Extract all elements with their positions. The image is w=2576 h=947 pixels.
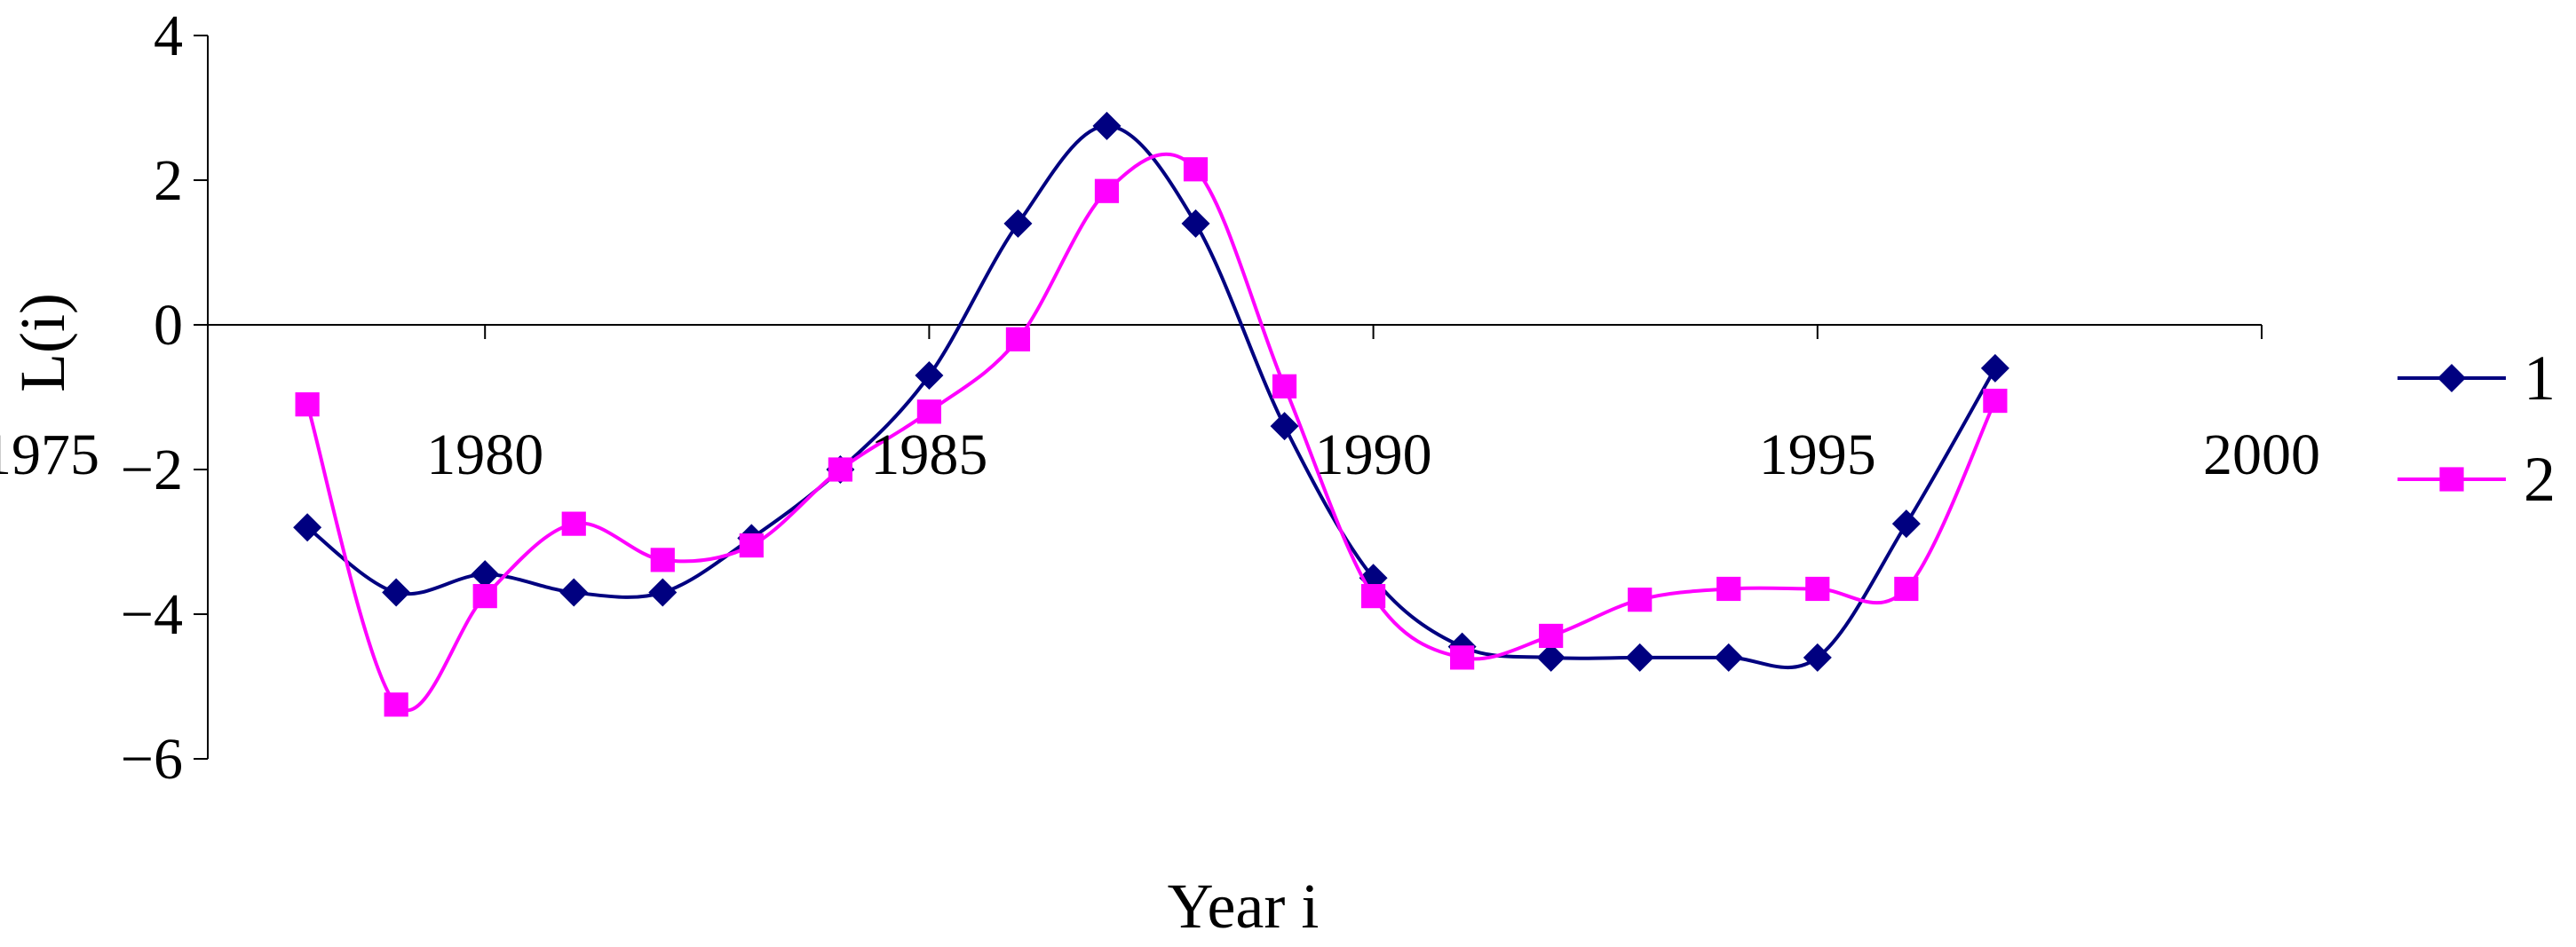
data-point [1272,374,1297,399]
data-point [1539,623,1564,649]
data-point [384,692,408,717]
data-point [1803,643,1832,672]
legend-marker [2437,364,2466,392]
data-point [1628,588,1653,612]
data-point [1980,353,2009,383]
x-tick-label: 1995 [1759,422,1876,487]
data-point [1092,111,1122,140]
legend-item: 2 [2398,444,2556,515]
data-point [382,578,411,607]
x-tick-label: 1990 [1315,422,1432,487]
data-point [650,548,675,572]
x-tick-label: 1985 [870,422,987,487]
y-tick-label: 4 [154,4,183,68]
axes [194,35,2263,760]
series-line [305,152,1997,713]
data-point [648,578,678,607]
data-point [1005,327,1031,351]
y-tick-label: −2 [121,438,183,502]
x-tick-label: 1980 [426,422,543,487]
data-point [559,578,589,607]
data-point [293,513,322,542]
data-point [1983,388,2008,414]
series-2 [295,152,2008,717]
y-tick-label: −6 [121,727,183,792]
tick-labels: −6 −4 −2 0 2 4 1975 1980 1985 1990 1995 2000 [0,4,2320,792]
y-tick-label: −4 [121,582,183,647]
legend-item: 1 [2398,343,2556,414]
data-point [1450,645,1475,670]
legend-label: 1 [2524,343,2556,414]
data-point [1094,178,1120,203]
data-point [915,361,944,391]
data-point [1625,643,1654,672]
data-point [1894,576,1919,602]
data-point [295,392,320,417]
legend-marker [2439,467,2464,492]
data-point [561,511,586,536]
data-point [1716,576,1741,602]
x-tick-label: 1975 [0,422,99,487]
legend: 12 [2398,343,2556,515]
x-tick-label: 2000 [2203,422,2320,487]
data-point [828,457,852,482]
legend-label: 2 [2524,444,2556,515]
data-point [1805,576,1830,602]
y-tick-label: 0 [154,293,183,358]
data-point [1891,509,1921,539]
data-point [1361,584,1386,609]
series-layer [293,111,2009,717]
data-point [471,560,500,589]
data-point [1714,643,1743,672]
series-line [305,123,1997,670]
x-axis-title: Year i [1168,871,1320,942]
data-point [1270,412,1299,441]
data-point [1181,209,1210,238]
data-point [739,533,764,558]
data-point [916,399,941,424]
y-axis-title: L(i) [7,293,78,392]
data-point [472,584,497,609]
y-tick-label: 2 [154,148,183,213]
data-point [1183,157,1209,182]
data-point [1003,209,1033,238]
data-point [1536,643,1565,672]
